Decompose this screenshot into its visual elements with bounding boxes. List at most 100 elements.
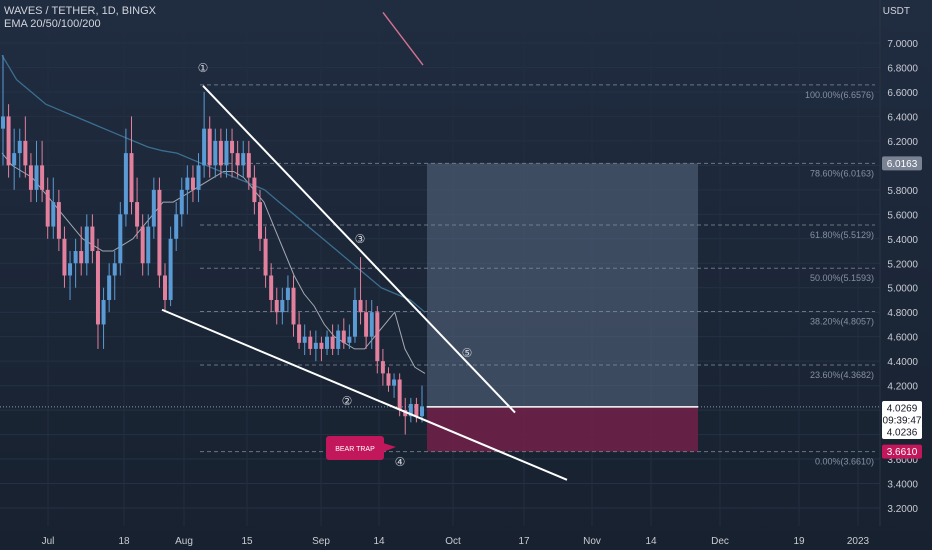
- candle-body[interactable]: [202, 128, 207, 166]
- candle-body[interactable]: [291, 287, 296, 325]
- price-tag-label: 6.0163: [887, 159, 918, 170]
- candle-body[interactable]: [90, 226, 95, 252]
- candle-body[interactable]: [319, 342, 324, 349]
- candle-body[interactable]: [330, 336, 335, 349]
- candle-body[interactable]: [135, 202, 140, 227]
- symbol-title[interactable]: WAVES / TETHER, 1D, BINGX: [4, 5, 156, 17]
- candle-body[interactable]: [23, 140, 28, 166]
- candle-body[interactable]: [84, 226, 89, 264]
- candle-body[interactable]: [274, 299, 279, 313]
- candle-body[interactable]: [285, 287, 290, 300]
- candle-body[interactable]: [62, 238, 67, 276]
- candle-body[interactable]: [129, 153, 134, 203]
- candle-body[interactable]: [146, 226, 151, 264]
- candle-body[interactable]: [297, 324, 302, 343]
- candle-body[interactable]: [252, 177, 257, 203]
- candle-body[interactable]: [302, 336, 307, 343]
- lower-trendline[interactable]: [161, 308, 568, 481]
- candle-body[interactable]: [101, 299, 106, 325]
- candle-body[interactable]: [151, 189, 156, 227]
- candle-body[interactable]: [313, 342, 318, 349]
- stop-zone[interactable]: [427, 406, 698, 452]
- candle-body[interactable]: [241, 153, 246, 166]
- candle-body[interactable]: [107, 275, 112, 300]
- candle-body[interactable]: [341, 330, 346, 343]
- candle-body[interactable]: [118, 214, 123, 264]
- time-tick-label: 2023: [847, 536, 870, 547]
- candle-body[interactable]: [95, 251, 100, 325]
- candle-body[interactable]: [280, 299, 285, 313]
- candle-body[interactable]: [263, 238, 268, 276]
- candle-body[interactable]: [56, 202, 61, 239]
- candle-body[interactable]: [336, 330, 341, 349]
- candle-body[interactable]: [347, 336, 352, 343]
- candle-body[interactable]: [224, 140, 229, 166]
- candle-body[interactable]: [45, 189, 50, 227]
- candle-body[interactable]: [218, 140, 223, 166]
- wave-label: ②: [342, 394, 353, 408]
- time-tick-label: 14: [373, 536, 385, 547]
- candle-body[interactable]: [380, 361, 385, 374]
- candle-body[interactable]: [6, 116, 11, 166]
- candle-body[interactable]: [12, 153, 17, 166]
- candle-body[interactable]: [397, 379, 402, 411]
- candle-body[interactable]: [257, 202, 262, 239]
- time-tick-label: Dec: [711, 536, 729, 547]
- candle-body[interactable]: [196, 165, 201, 190]
- candle-body[interactable]: [73, 251, 78, 264]
- candle-body[interactable]: [369, 312, 374, 337]
- candle-body[interactable]: [386, 373, 391, 386]
- ema-20-line[interactable]: [1, 152, 426, 374]
- candle-body[interactable]: [68, 263, 73, 276]
- price-tag: [882, 156, 922, 171]
- candle-body[interactable]: [235, 153, 240, 166]
- candle-body[interactable]: [112, 263, 117, 276]
- candle-body[interactable]: [358, 299, 363, 313]
- candle-body[interactable]: [375, 312, 380, 362]
- candle-body[interactable]: [213, 140, 218, 166]
- candle-body[interactable]: [207, 128, 212, 166]
- indicator-label[interactable]: EMA 20/50/100/200: [4, 18, 101, 30]
- candle-body[interactable]: [414, 403, 419, 417]
- candle-body[interactable]: [17, 140, 22, 154]
- candle-body[interactable]: [185, 177, 190, 190]
- candle-body[interactable]: [179, 189, 184, 215]
- candle-body[interactable]: [157, 189, 162, 276]
- time-axis[interactable]: Jul 18 Aug 15 Sep 14 Oct 17 Nov 14 Dec 19 2023: [42, 536, 870, 547]
- candle-body[interactable]: [269, 275, 274, 300]
- bear-trap-callout[interactable]: [326, 436, 384, 460]
- time-tick-label: 15: [241, 536, 253, 547]
- candle-body[interactable]: [190, 177, 195, 190]
- candle-body[interactable]: [123, 153, 128, 215]
- candle-body[interactable]: [28, 165, 33, 190]
- candle-body[interactable]: [168, 238, 173, 300]
- candle-body[interactable]: [163, 275, 168, 300]
- target-zone[interactable]: [427, 163, 698, 407]
- ema-50-line[interactable]: [1, 54, 426, 313]
- candle-body[interactable]: [34, 165, 39, 190]
- candle-body[interactable]: [140, 226, 145, 264]
- upper-trendline[interactable]: [202, 85, 516, 414]
- annotations: ① ② ③ ④ ⑤ BEAR TRAP: [198, 61, 473, 469]
- chart-header: WAVES / TETHER, 1D, BINGX EMA 20/50/100/…: [4, 5, 156, 31]
- price-tick-label: 5.0000: [887, 284, 918, 295]
- candle-body[interactable]: [230, 140, 235, 154]
- candle-body[interactable]: [364, 312, 369, 337]
- candle-body[interactable]: [246, 153, 251, 178]
- candle-body[interactable]: [308, 336, 313, 349]
- candle-body[interactable]: [51, 202, 56, 227]
- candle-body[interactable]: [325, 336, 330, 349]
- candle-body[interactable]: [408, 403, 413, 417]
- candle-body[interactable]: [420, 406, 424, 417]
- trendlines[interactable]: [161, 85, 568, 481]
- candle-body[interactable]: [40, 165, 45, 190]
- candle-body[interactable]: [403, 410, 408, 417]
- ema-100-line[interactable]: [382, 11, 424, 66]
- candle-body[interactable]: [174, 214, 179, 239]
- candle-body[interactable]: [352, 299, 357, 337]
- candle-body[interactable]: [392, 379, 397, 386]
- price-axis[interactable]: 3.20003.40003.60003.80004.00004.20004.40…: [879, 0, 918, 526]
- candle-body[interactable]: [1, 116, 5, 129]
- candle-body[interactable]: [79, 251, 84, 264]
